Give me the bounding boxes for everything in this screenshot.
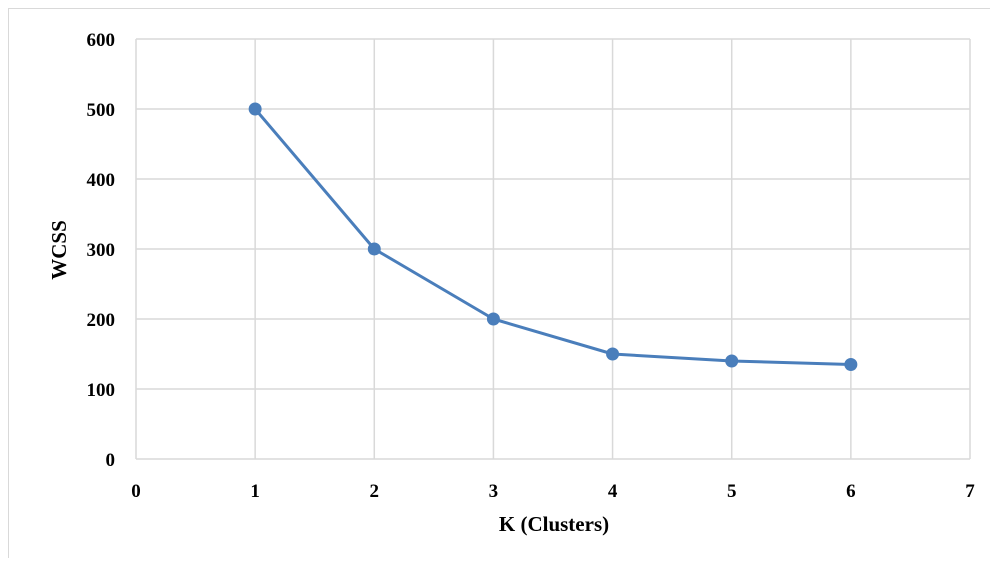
x-tick-label: 5 <box>727 481 737 502</box>
x-tick-label: 3 <box>489 481 499 502</box>
y-tick-label: 400 <box>87 170 116 191</box>
x-tick-label: 7 <box>965 481 975 502</box>
y-tick-label: 600 <box>87 30 116 51</box>
data-point <box>844 358 858 371</box>
series-layer <box>248 102 858 371</box>
x-tick-label: 4 <box>608 481 618 502</box>
x-tick-label: 2 <box>370 481 380 502</box>
y-axis-tick-labels: 0 100 200 300 400 500 600 <box>87 30 116 471</box>
y-tick-label: 300 <box>87 240 116 261</box>
data-point <box>367 242 381 256</box>
data-point <box>486 312 500 326</box>
y-tick-label: 200 <box>87 310 116 331</box>
grid-layer <box>135 38 971 460</box>
chart-frame <box>8 8 990 558</box>
x-tick-label: 1 <box>250 481 260 502</box>
x-axis-tick-labels: 0 1 2 3 4 5 6 7 <box>131 481 975 502</box>
y-tick-label: 500 <box>87 100 116 121</box>
x-tick-label: 6 <box>846 481 856 502</box>
x-axis-title: K (Clusters) <box>499 512 609 536</box>
y-tick-label: 100 <box>87 380 116 401</box>
series-line <box>254 108 851 366</box>
data-point <box>606 347 620 361</box>
data-point <box>248 102 262 116</box>
y-axis-title: WCSS <box>47 220 71 280</box>
data-point <box>725 354 739 368</box>
y-tick-label: 0 <box>106 450 116 471</box>
x-tick-label: 0 <box>131 481 141 502</box>
